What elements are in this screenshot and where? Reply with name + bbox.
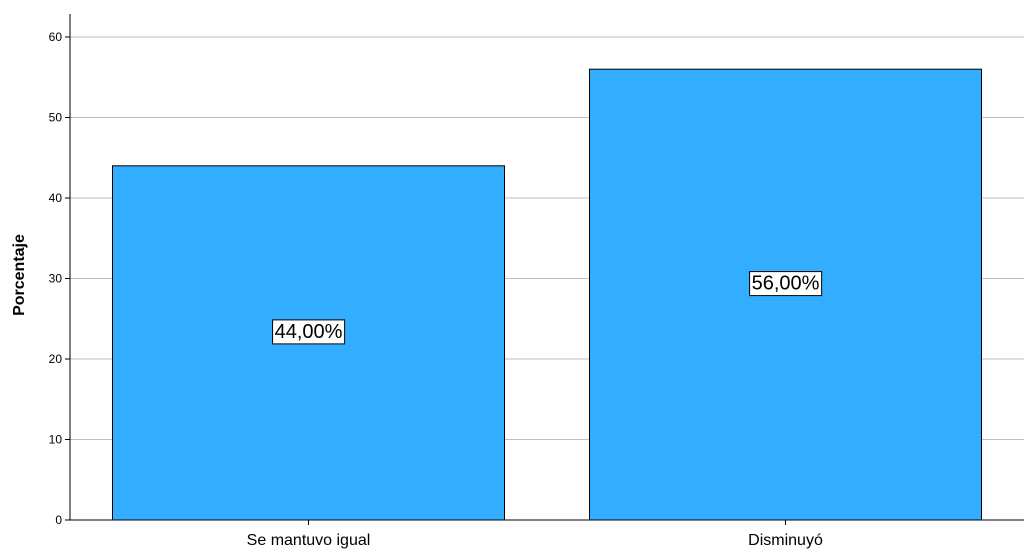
data-label-text: 56,00% bbox=[752, 273, 820, 295]
y-tick-labels: 0 10 20 30 40 50 60 bbox=[49, 30, 70, 527]
axes bbox=[69, 14, 1024, 521]
y-tick-label: 10 bbox=[49, 433, 63, 447]
y-tick-label: 20 bbox=[49, 352, 63, 366]
data-label-box bbox=[749, 271, 823, 297]
y-tick-label: 50 bbox=[49, 111, 63, 125]
data-label-box bbox=[272, 319, 346, 345]
data-labels: 44,00% 56,00% bbox=[272, 271, 823, 345]
y-tick-label: 30 bbox=[49, 272, 63, 286]
bars bbox=[112, 68, 982, 521]
data-label: 56,00% bbox=[749, 271, 823, 297]
x-category-label: Se mantuvo igual bbox=[247, 532, 371, 549]
y-axis-title: Porcentaje bbox=[11, 234, 28, 316]
data-label-text: 44,00% bbox=[275, 321, 343, 343]
y-tick-label: 0 bbox=[55, 513, 62, 527]
y-tick-label: 40 bbox=[49, 191, 63, 205]
y-tick-label: 60 bbox=[49, 30, 63, 44]
data-label: 44,00% bbox=[272, 319, 346, 345]
x-category-label: Disminuyó bbox=[748, 532, 823, 549]
x-category-labels: Se mantuvo igual Disminuyó bbox=[247, 520, 823, 549]
